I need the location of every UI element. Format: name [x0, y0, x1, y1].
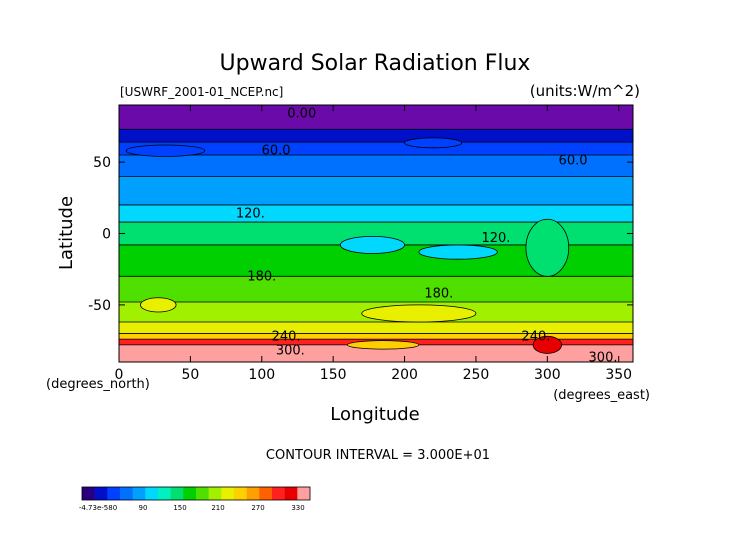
y-unit-label: (degrees_north): [46, 377, 150, 392]
heatmap-band-3: [119, 154, 633, 177]
heatmap-patches: [125, 137, 570, 354]
x-tick-label-7: 350: [605, 367, 632, 383]
colorbar-swatch-5: [145, 487, 159, 500]
x-axis: 0 50 100 150 200 250 300 350: [115, 105, 632, 383]
contour-label-10: 300.: [589, 351, 618, 366]
contour-label-5: 180.: [247, 269, 276, 284]
contour-label-4: 120.: [481, 231, 510, 246]
heatmap-band-6: [119, 222, 633, 245]
x-tick-label-5: 250: [463, 367, 490, 383]
colorbar-swatch-7: [170, 487, 184, 500]
heatmap-band-13: [119, 344, 633, 362]
contour-label-2: 60.0: [559, 154, 588, 169]
colorbar-swatch-2: [107, 487, 121, 500]
x-unit-label: (degrees_east): [553, 388, 650, 403]
colorbar-swatch-14: [259, 487, 273, 500]
heatmap-patch-3: [418, 244, 498, 260]
colorbar-label-3: 210: [211, 504, 224, 512]
colorbar-swatch-17: [297, 487, 311, 500]
colorbar-swatch-12: [234, 487, 247, 500]
heatmap-patch-1: [404, 137, 463, 149]
contour-label-8: 240.: [521, 329, 550, 344]
colorbar-swatch-16: [284, 487, 298, 500]
heatmap-patch-0: [125, 144, 206, 157]
heatmap-band-2: [119, 142, 633, 155]
y-axis: 50 0 -50: [88, 155, 633, 314]
colorbar-label-1: 90: [139, 504, 148, 512]
y-axis-label: Latitude: [56, 196, 77, 270]
x-tick-label-4: 200: [391, 367, 418, 383]
colorbar-swatch-15: [272, 487, 285, 500]
contour-label-7: 240.: [272, 329, 301, 344]
contour-label-9: 300.: [276, 344, 305, 359]
contour-interval-label: CONTOUR INTERVAL = 3.000E+01: [266, 448, 490, 463]
colorbar-swatch-9: [196, 487, 209, 500]
colorbar-swatch-10: [208, 487, 222, 500]
chart-title: Upward Solar Radiation Flux: [220, 51, 531, 76]
y-tick-label-2: -50: [88, 298, 111, 314]
heatmap-band-8: [119, 276, 633, 303]
heatmap-band-10: [119, 322, 633, 334]
x-tick-label-0: 0: [115, 367, 124, 383]
colorbar-label-0: -4.73e-580: [79, 504, 117, 512]
colorbar-swatch-13: [246, 487, 260, 500]
heatmap-patch-4: [525, 218, 570, 277]
x-tick-label-2: 100: [248, 367, 275, 383]
colorbar-swatch-6: [158, 487, 171, 500]
heatmap-band-1: [119, 129, 633, 143]
colorbar: [81, 486, 311, 501]
heatmap-patch-7: [347, 340, 420, 350]
contour-label-0: 0.00: [287, 107, 316, 122]
colorbar-swatch-3: [120, 487, 133, 500]
heatmap-band-11: [119, 333, 633, 340]
colorbar-swatch-11: [221, 487, 235, 500]
heatmap-band-0: [119, 105, 633, 130]
colorbar-swatch-8: [183, 487, 197, 500]
colorbar-swatch-1: [94, 487, 108, 500]
x-tick-label-3: 150: [320, 367, 347, 383]
heatmap-band-5: [119, 204, 633, 223]
colorbar-label-4: 270: [251, 504, 264, 512]
heatmap-patch-6: [361, 304, 477, 323]
x-axis-label: Longitude: [330, 404, 420, 425]
source-file-label: [USWRF_2001-01_NCEP.nc]: [120, 85, 283, 99]
heatmap-area: [119, 105, 633, 362]
units-label: (units:W/m^2): [530, 82, 640, 100]
x-tick-label-6: 300: [534, 367, 561, 383]
y-tick-label-1: 0: [102, 227, 111, 243]
colorbar-frame: [81, 486, 311, 501]
heatmap-patch-2: [339, 235, 405, 254]
contour-label-3: 120.: [236, 207, 265, 222]
heatmap-band-4: [119, 176, 633, 205]
x-tick-label-1: 50: [181, 367, 199, 383]
colorbar-labels: -4.73e-580 90 150 210 270 330: [79, 504, 305, 512]
y-tick-label-0: 50: [93, 155, 111, 171]
colorbar-label-5: 330: [291, 504, 304, 512]
colorbar-swatch-0: [82, 487, 95, 500]
heatmap-patch-8: [532, 335, 563, 354]
contour-label-1: 60.0: [262, 144, 291, 159]
colorbar-label-2: 150: [173, 504, 186, 512]
contour-label-6: 180.: [424, 286, 453, 301]
colorbar-swatch-4: [132, 487, 146, 500]
heatmap-patch-5: [140, 297, 177, 313]
